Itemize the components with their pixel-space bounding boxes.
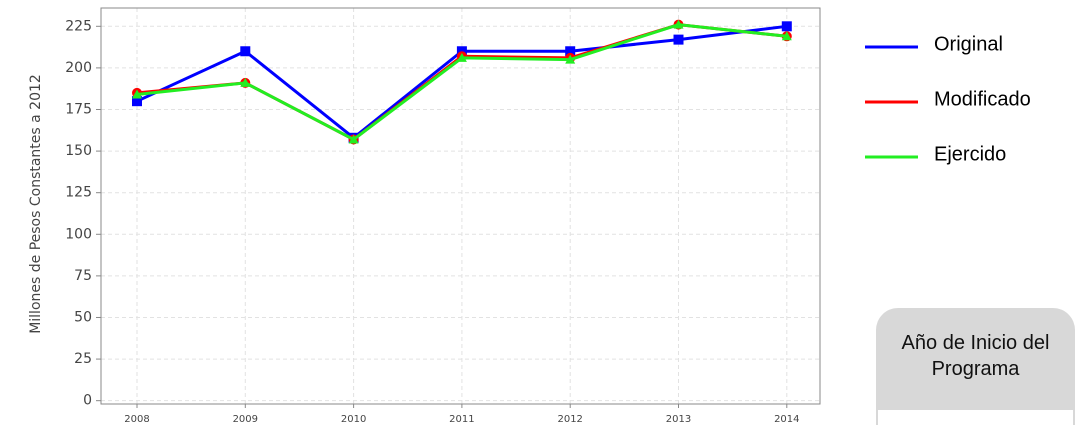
y-tick-label: 125 [65, 185, 92, 201]
plot-area [101, 8, 820, 404]
x-tick-label: 2009 [233, 414, 258, 425]
legend-label: Ejercido [934, 143, 1006, 165]
y-tick-label: 25 [74, 351, 92, 367]
marker [565, 46, 576, 57]
marker [781, 21, 792, 32]
y-tick-label: 175 [65, 101, 92, 117]
x-tick-label: 2012 [557, 414, 582, 425]
y-axis-label: Millones de Pesos Constantes a 2012 [28, 74, 44, 334]
marker [673, 19, 684, 29]
y-tick-label: 150 [65, 143, 92, 159]
x-tick-label: 2014 [774, 414, 799, 425]
side-box: Año de Inicio del Programa [876, 308, 1075, 425]
y-tick-label: 225 [65, 18, 92, 34]
x-tick-label: 2011 [449, 414, 474, 425]
marker [132, 89, 142, 99]
legend-label: Original [934, 33, 1003, 55]
x-tick-label: 2008 [124, 414, 149, 425]
marker [565, 54, 576, 64]
y-tick-label: 100 [65, 226, 92, 242]
x-tick-label: 2010 [341, 414, 366, 425]
marker [348, 134, 359, 144]
legend-label: Modificado [934, 88, 1031, 110]
marker [240, 46, 251, 57]
marker [132, 96, 142, 107]
y-tick-label: 50 [74, 309, 92, 325]
marker [781, 31, 792, 41]
side-box-body [878, 410, 1073, 425]
y-tick-label: 75 [74, 268, 92, 284]
marker [240, 77, 251, 87]
y-tick-label: 0 [83, 393, 92, 409]
marker [456, 52, 467, 62]
x-tick-label: 2013 [666, 414, 691, 425]
y-tick-label: 200 [65, 60, 92, 76]
plot-border [100, 7, 821, 405]
marker [673, 34, 684, 45]
side-box-title: Año de Inicio del Programa [901, 332, 1050, 380]
